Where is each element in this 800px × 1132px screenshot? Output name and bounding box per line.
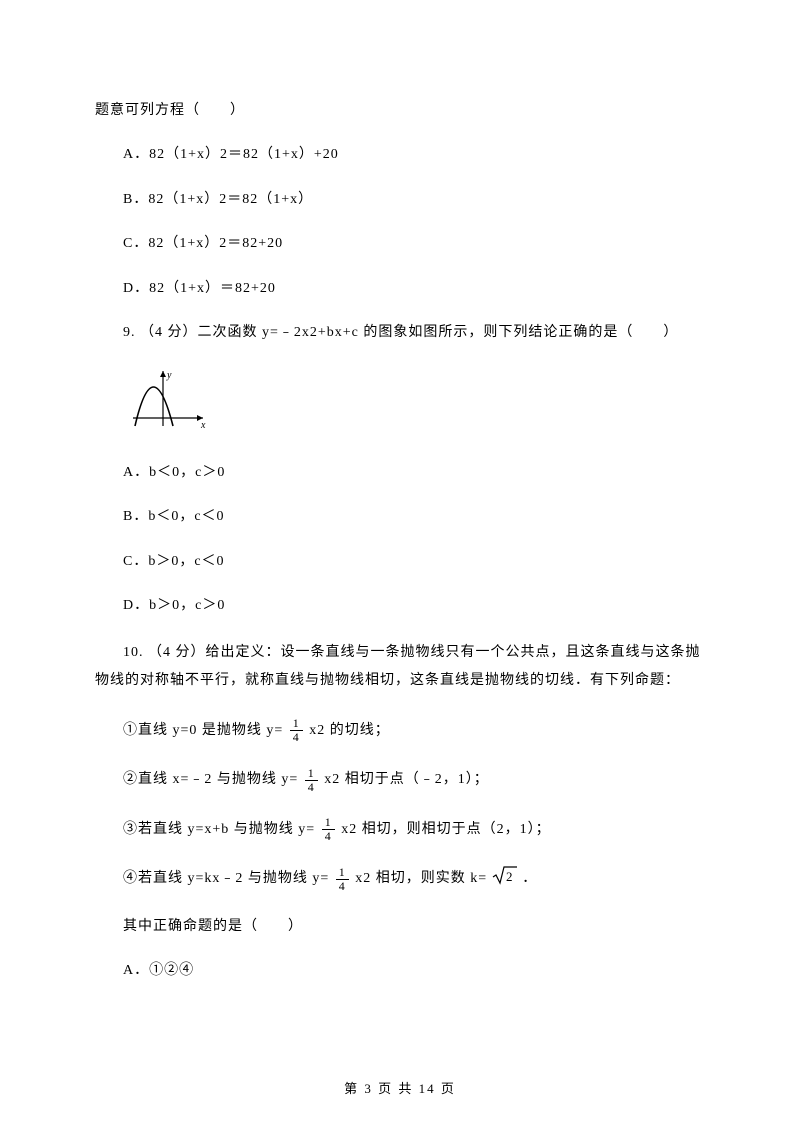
question-stem: 题意可列方程（ ） <box>95 100 705 122</box>
statement-1: ①直线 y=0 是抛物线 y= 1 4 x2 的切线； <box>95 717 705 744</box>
svg-text:x: x <box>200 420 206 431</box>
fraction-icon: 1 4 <box>322 816 335 843</box>
option-8b: B．82（1+x）2＝82（1+x） <box>95 189 705 211</box>
statement-4: ④若直线 y=kx﹣2 与抛物线 y= 1 4 x2 相切，则实数 k= 2 ． <box>95 865 705 893</box>
fraction-icon: 1 4 <box>290 717 303 744</box>
option-10a: A．①②④ <box>95 960 705 982</box>
option-9d: D．b＞0，c＞0 <box>95 595 705 617</box>
fraction-icon: 1 4 <box>305 767 318 794</box>
option-9a: A．b＜0，c＞0 <box>95 462 705 484</box>
stmt1-pre: ①直线 y=0 是抛物线 y= <box>123 720 288 742</box>
sqrt-icon: 2 <box>492 865 518 893</box>
stmt2-pre: ②直线 x=﹣2 与抛物线 y= <box>123 769 303 791</box>
stmt2-post: x2 相切于点（﹣2，1）； <box>320 769 489 791</box>
sqrt-value: 2 <box>506 869 514 884</box>
statement-3: ③若直线 y=x+b 与抛物线 y= 1 4 x2 相切，则相切于点（2，1）； <box>95 816 705 843</box>
page-footer: 第 3 页 共 14 页 <box>0 1078 800 1097</box>
stmt1-post: x2 的切线； <box>305 720 390 742</box>
option-9c: C．b＞0，c＜0 <box>95 551 705 573</box>
page-content: 题意可列方程（ ） A．82（1+x）2＝82（1+x）+20 B．82（1+x… <box>0 0 800 1045</box>
option-9b: B．b＜0，c＜0 <box>95 506 705 528</box>
question-10-ask: 其中正确命题的是（ ） <box>95 916 705 938</box>
stmt3-pre: ③若直线 y=x+b 与抛物线 y= <box>123 819 320 841</box>
question-9-stem: 9. （4 分）二次函数 y=﹣2x2+bx+c 的图象如图所示，则下列结论正确… <box>95 322 705 344</box>
parabola-graph: y x <box>123 366 705 439</box>
option-8a: A．82（1+x）2＝82（1+x）+20 <box>95 144 705 166</box>
stmt4-pre: ④若直线 y=kx﹣2 与抛物线 y= <box>123 868 334 890</box>
stmt4-post: ． <box>518 868 538 890</box>
statement-2: ②直线 x=﹣2 与抛物线 y= 1 4 x2 相切于点（﹣2，1）； <box>95 767 705 794</box>
stmt4-mid: x2 相切，则实数 k= <box>351 868 492 890</box>
question-10-stem: 10. （4 分）给出定义：设一条直线与一条抛物线只有一个公共点，且这条直线与这… <box>95 639 705 695</box>
option-8c: C．82（1+x）2＝82+20 <box>95 233 705 255</box>
svg-text:y: y <box>166 370 172 381</box>
option-8d: D．82（1+x）＝82+20 <box>95 278 705 300</box>
stmt3-post: x2 相切，则相切于点（2，1）； <box>337 819 551 841</box>
fraction-icon: 1 4 <box>336 866 349 893</box>
